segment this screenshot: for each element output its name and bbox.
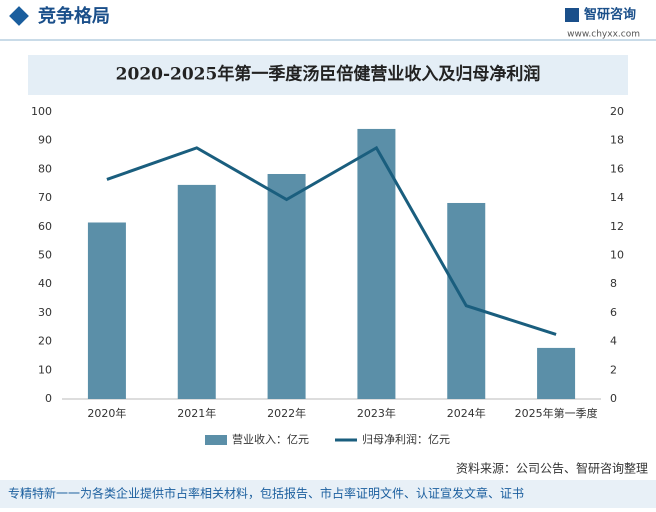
chart-title: 2020-2025年第一季度汤臣倍健营业收入及归母净利润 — [116, 64, 541, 85]
x-tick-label: 2023年 — [357, 406, 396, 420]
legend-label: 营业收入：亿元 — [232, 432, 309, 446]
y2-tick-label: 4 — [610, 335, 617, 348]
title-band — [28, 55, 628, 95]
y-tick-label: 100 — [31, 105, 52, 118]
header-icon — [9, 6, 29, 26]
y-tick-label: 30 — [38, 306, 52, 319]
legend-swatch — [205, 435, 227, 445]
x-tick-label: 2025年第一季度 — [515, 406, 598, 420]
y2-tick-label: 8 — [610, 277, 617, 290]
bar — [357, 128, 396, 400]
legend-label: 归母净利润：亿元 — [362, 432, 450, 446]
y2-tick-label: 14 — [610, 191, 624, 204]
bar — [267, 173, 306, 399]
y2-tick-label: 20 — [610, 105, 624, 118]
bar — [87, 222, 126, 399]
y2-tick-label: 6 — [610, 306, 617, 319]
bar — [447, 202, 486, 399]
footer: 专精特新一一为各类企业提供市占率相关材料，包括报告、市占率证明文件、认证宣发文章… — [8, 486, 524, 501]
line — [106, 145, 557, 336]
y-tick-label: 10 — [38, 363, 52, 376]
logo-icon — [565, 8, 579, 22]
y-tick-label: 90 — [38, 134, 52, 147]
y2-tick-label: 18 — [610, 134, 624, 147]
y-tick-label: 50 — [38, 249, 52, 262]
y-tick-label: 80 — [38, 162, 52, 175]
y-tick-label: 20 — [38, 335, 52, 348]
header-title: 竞争格局 — [38, 5, 110, 27]
y-tick-label: 40 — [38, 277, 52, 290]
y2-tick-label: 0 — [610, 392, 617, 405]
y2-tick-label: 10 — [610, 249, 624, 262]
brand: 智研咨询 — [584, 7, 636, 23]
y-tick-label: 70 — [38, 191, 52, 204]
x-tick-label: 2020年 — [87, 406, 126, 420]
url: www.chyxx.com — [567, 30, 640, 40]
y-tick-label: 60 — [38, 220, 52, 233]
y2-tick-label: 12 — [610, 220, 624, 233]
y2-tick-label: 16 — [610, 162, 624, 175]
x-tick-label: 2024年 — [447, 406, 486, 420]
footer-band — [0, 480, 656, 508]
bar — [177, 184, 216, 399]
bar — [537, 347, 576, 399]
x-tick-label: 2022年 — [267, 406, 306, 420]
y-tick-label: 0 — [45, 392, 52, 405]
y2-tick-label: 2 — [610, 363, 617, 376]
source: 资料来源：公司公告、智研咨询整理 — [456, 461, 648, 476]
x-tick-label: 2021年 — [177, 406, 216, 420]
